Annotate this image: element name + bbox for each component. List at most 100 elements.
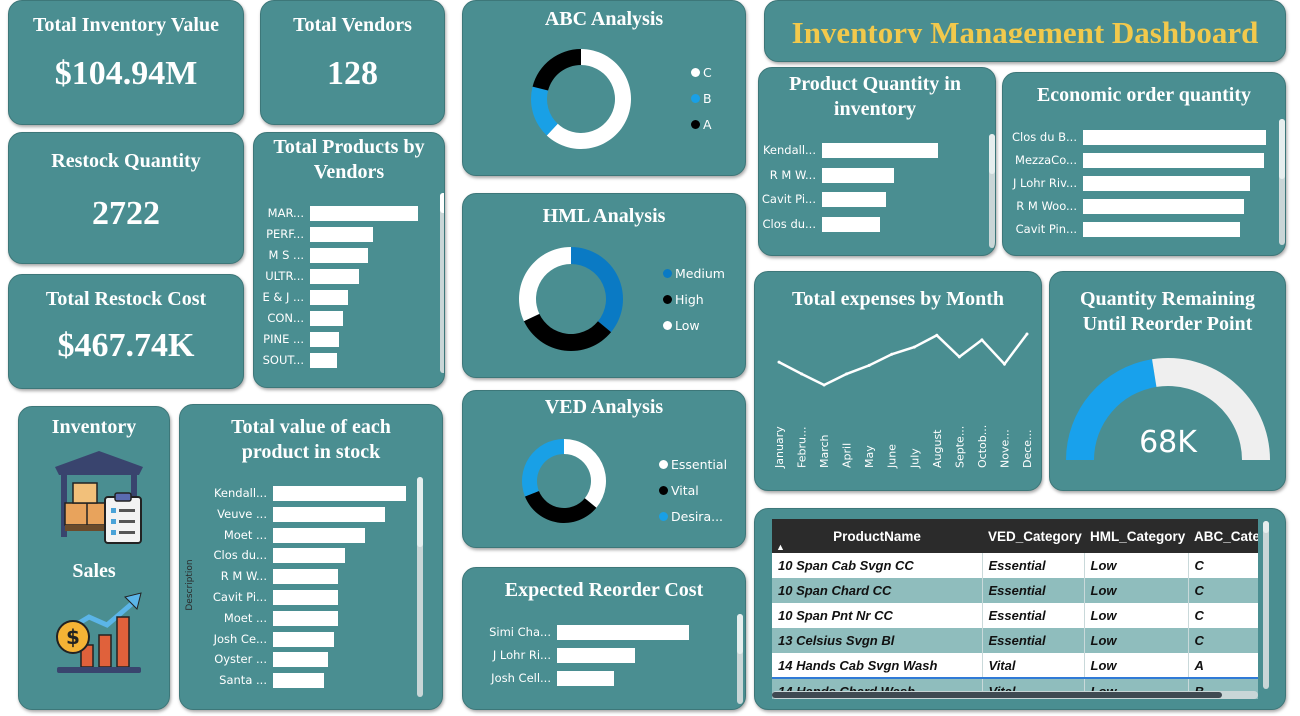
- legend-item[interactable]: Vital: [659, 483, 699, 498]
- donut-slice[interactable]: [532, 49, 581, 91]
- bar-row[interactable]: MezzaCo...: [1003, 150, 1273, 170]
- legend-item[interactable]: A: [691, 117, 712, 132]
- legend-item[interactable]: Desira...: [659, 509, 723, 524]
- bar-row[interactable]: PERF...: [254, 224, 434, 244]
- bar[interactable]: [273, 527, 365, 543]
- legend-item[interactable]: Medium: [663, 266, 725, 281]
- legend-item[interactable]: Low: [663, 318, 700, 333]
- line-point[interactable]: [777, 360, 781, 364]
- line-point[interactable]: [867, 363, 871, 367]
- bar-row[interactable]: ULTR...: [254, 266, 434, 286]
- table-row[interactable]: 14 Hands Cab Svgn Wash Vital Low A: [772, 653, 1258, 679]
- bar-row[interactable]: Josh Cell...: [463, 668, 733, 688]
- bar-row[interactable]: PINE ...: [254, 329, 434, 349]
- bar-row[interactable]: Kendall...: [180, 483, 415, 503]
- gauge-fill[interactable]: [1066, 359, 1157, 460]
- line-point[interactable]: [957, 355, 961, 359]
- scrollbar[interactable]: [1263, 521, 1269, 689]
- column-header[interactable]: ABC_Categ: [1188, 519, 1258, 553]
- bar-row[interactable]: Clos du...: [759, 214, 985, 234]
- sales-chart-icon[interactable]: $: [51, 587, 151, 679]
- bar-row[interactable]: Kendall...: [759, 140, 985, 160]
- horizontal-scrollbar[interactable]: [772, 691, 1258, 699]
- donut-slice[interactable]: [523, 313, 612, 351]
- bar[interactable]: [310, 227, 373, 242]
- bar[interactable]: [310, 290, 348, 305]
- line-point[interactable]: [1002, 362, 1006, 366]
- table-row[interactable]: 10 Span Chard CC Essential Low C: [772, 578, 1258, 603]
- bar[interactable]: [273, 486, 406, 501]
- bar[interactable]: [822, 167, 894, 183]
- bar-row[interactable]: Cavit Pi...: [759, 189, 985, 209]
- bar[interactable]: [310, 311, 344, 326]
- bar[interactable]: [273, 652, 328, 668]
- bar[interactable]: [1083, 176, 1250, 191]
- line-point[interactable]: [935, 333, 939, 337]
- bar[interactable]: [557, 671, 614, 686]
- scrollbar[interactable]: [989, 134, 995, 248]
- bar[interactable]: [273, 590, 339, 605]
- bar-row[interactable]: SOUT...: [254, 350, 434, 370]
- line-point[interactable]: [1025, 332, 1029, 336]
- bar-row[interactable]: J Lohr Riv...: [1003, 173, 1273, 193]
- bar[interactable]: [1083, 222, 1241, 237]
- bar-row[interactable]: Santa ...: [180, 670, 415, 690]
- scrollbar[interactable]: [737, 614, 743, 704]
- nav-inventory-label[interactable]: Inventory: [51, 416, 137, 438]
- bar[interactable]: [273, 631, 335, 647]
- scrollbar-thumb[interactable]: [1263, 521, 1269, 533]
- column-header[interactable]: ProductName ▲: [772, 519, 982, 553]
- scrollbar-thumb[interactable]: [989, 134, 995, 174]
- donut-slice[interactable]: [524, 490, 597, 523]
- bar[interactable]: [273, 569, 339, 585]
- scrollbar-thumb[interactable]: [737, 614, 743, 654]
- nav-sales-label[interactable]: Sales: [72, 560, 116, 582]
- bar-row[interactable]: Oyster ...: [180, 649, 415, 669]
- table-row[interactable]: 10 Span Pnt Nr CC Essential Low C: [772, 603, 1258, 628]
- bar[interactable]: [1083, 130, 1266, 145]
- bar-row[interactable]: R M Woo...: [1003, 196, 1273, 216]
- legend-item[interactable]: B: [691, 91, 712, 106]
- column-header[interactable]: HML_Category: [1084, 519, 1188, 553]
- donut-slice[interactable]: [522, 439, 564, 497]
- bar[interactable]: [557, 625, 689, 640]
- line-point[interactable]: [980, 338, 984, 342]
- bar[interactable]: [310, 353, 337, 368]
- bar-row[interactable]: J Lohr Ri...: [463, 645, 733, 665]
- scrollbar[interactable]: [1279, 119, 1285, 245]
- legend-item[interactable]: C: [691, 65, 712, 80]
- bar[interactable]: [822, 143, 938, 158]
- legend-item[interactable]: High: [663, 292, 704, 307]
- bar-row[interactable]: Veuve ...: [180, 504, 415, 524]
- bar[interactable]: [273, 506, 385, 522]
- line-point[interactable]: [822, 383, 826, 387]
- donut-slice[interactable]: [531, 86, 558, 136]
- bar[interactable]: [310, 332, 340, 347]
- bar[interactable]: [557, 648, 635, 663]
- bar[interactable]: [1083, 199, 1245, 214]
- gauge-track[interactable]: [1152, 358, 1270, 460]
- expenses-line[interactable]: [778, 333, 1029, 387]
- column-header[interactable]: VED_Category: [982, 519, 1084, 553]
- scrollbar-thumb[interactable]: [1279, 119, 1285, 179]
- bar-row[interactable]: Simi Cha...: [463, 622, 733, 642]
- bar[interactable]: [310, 206, 418, 221]
- bar[interactable]: [310, 248, 369, 263]
- bar-row[interactable]: M S ...: [254, 245, 434, 265]
- bar-row[interactable]: MAR...: [254, 203, 434, 223]
- donut-slice[interactable]: [564, 439, 606, 508]
- bar-row[interactable]: R M W...: [180, 566, 415, 586]
- bar[interactable]: [822, 192, 886, 207]
- line-point[interactable]: [890, 352, 894, 356]
- bar-row[interactable]: CON...: [254, 308, 434, 328]
- bar[interactable]: [310, 269, 359, 284]
- inventory-icon[interactable]: [51, 445, 147, 545]
- bar-row[interactable]: Josh Ce...: [180, 629, 415, 649]
- line-point[interactable]: [912, 345, 916, 349]
- bar-row[interactable]: Clos du...: [180, 545, 415, 565]
- legend-item[interactable]: Essential: [659, 457, 727, 472]
- scrollbar-thumb[interactable]: [440, 193, 444, 213]
- bar[interactable]: [273, 610, 339, 626]
- bar-row[interactable]: Moet ...: [180, 525, 415, 545]
- bar-row[interactable]: E & J ...: [254, 287, 434, 307]
